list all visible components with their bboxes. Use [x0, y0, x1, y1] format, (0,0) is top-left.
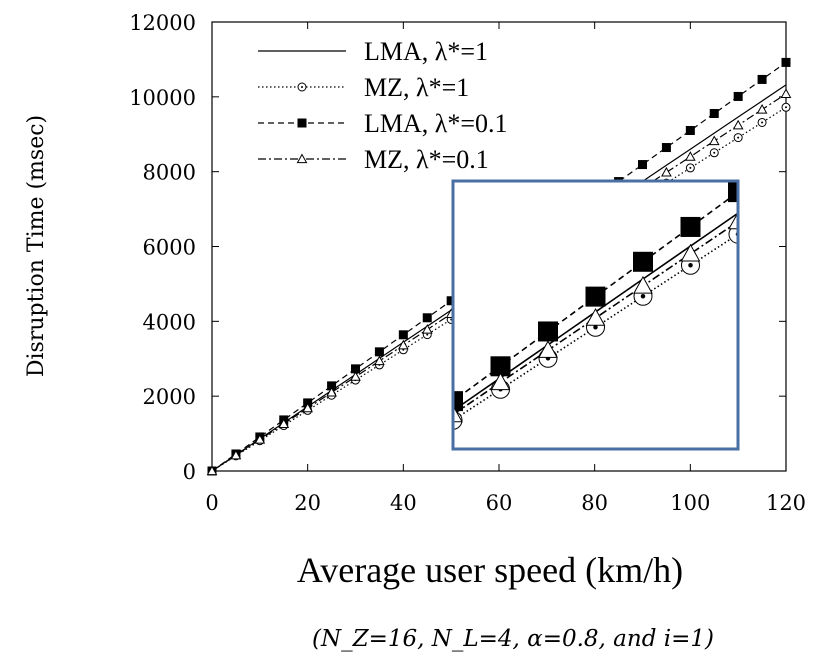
axes: 0 20 40 60 80 100 120 0 2000 4000 6000 8000 10000 120… — [129, 11, 806, 515]
x-tick-label-120: 120 — [766, 491, 806, 515]
y-tick-label-8000: 8000 — [143, 161, 196, 185]
series-2-point-45-dot — [426, 333, 429, 336]
series-4-point-30 — [350, 371, 361, 381]
chart-caption: (N_Z=16, N_L=4, α=0.8, and i=1) — [312, 626, 714, 652]
inset-series-3-point-80 — [585, 286, 606, 307]
inset-series-4 — [453, 211, 738, 423]
series-2-point-100-dot — [689, 166, 692, 169]
y-tick-label-2000: 2000 — [143, 385, 196, 409]
inset-plot — [453, 182, 738, 430]
y-tick-label-12000: 12000 — [129, 11, 196, 35]
legend-marker-3 — [297, 118, 307, 128]
series-4-point-35 — [374, 355, 385, 366]
series-2-point-110-dot — [737, 136, 740, 139]
series-3-point-25 — [327, 381, 337, 391]
series-4-point-45 — [421, 324, 433, 334]
series-2-point-105-dot — [713, 151, 716, 154]
x-tick-label-20: 20 — [294, 491, 321, 515]
y-tick-label-4000: 4000 — [143, 310, 196, 334]
inset-series-3 — [453, 182, 738, 412]
x-axis-label: Average user speed (km/h) — [297, 550, 683, 590]
series-3-point-40 — [398, 330, 408, 340]
series-4-point-40 — [397, 339, 409, 350]
series-3-point-90 — [638, 160, 647, 170]
y-tick-label-10000: 10000 — [129, 86, 196, 110]
inset-series-3-point-100 — [680, 216, 701, 237]
series-4-point-10 — [254, 434, 266, 444]
series-4-point-15 — [278, 418, 290, 428]
series-3-point-110 — [733, 91, 743, 101]
series-4-point-20 — [302, 402, 314, 413]
legend-label-4: MZ, λ*=0.1 — [364, 145, 489, 174]
series-3-point-115 — [757, 74, 767, 84]
series-3-point-50 — [446, 296, 456, 306]
legend: LMA, λ*=1 MZ, λ*=1 LMA, λ*=0.1 MZ, λ*=0.1 — [246, 34, 576, 174]
inset-border — [451, 179, 740, 451]
series-4-point-25 — [326, 386, 337, 397]
inset-series-2-point-90-dot — [640, 293, 646, 299]
series-4-point-5 — [230, 449, 242, 460]
series-4-point-120 — [780, 88, 792, 98]
inset-series-3-point-90 — [633, 251, 653, 272]
inset-series-3-point-60 — [490, 356, 511, 377]
y-tick-label-6000: 6000 — [143, 236, 196, 260]
legend-label-1: LMA, λ*=1 — [364, 37, 488, 66]
x-tick-label-40: 40 — [390, 491, 417, 515]
x-tick-label-60: 60 — [486, 491, 513, 515]
inset-series-4-point-110 — [728, 211, 738, 230]
series-4-point-105 — [708, 135, 720, 146]
series-4-point-95 — [661, 166, 672, 177]
inset-zoom — [451, 179, 740, 451]
y-axis-label: Disruption Time (msec) — [24, 115, 49, 377]
series-2-point-115-dot — [761, 121, 764, 124]
x-tick-label-0: 0 — [205, 491, 218, 515]
series-3-point-35 — [374, 347, 384, 357]
legend-marker-4 — [296, 153, 308, 164]
inset-series-4-point-50 — [453, 404, 463, 423]
series-4-point-115 — [756, 104, 768, 114]
series-3-point-30 — [351, 364, 360, 374]
series-3-point-95 — [661, 143, 671, 153]
inset-series-2-point-100-dot — [688, 262, 693, 268]
inset-series-3-point-110 — [728, 182, 738, 203]
series-4-point-0 — [206, 465, 218, 476]
series-3-point-105 — [709, 108, 719, 118]
series-2-point-120-dot — [785, 106, 787, 109]
series-3-point-120 — [781, 57, 791, 67]
y-tick-label-0: 0 — [183, 460, 196, 484]
inset-series-2-point-110 — [728, 224, 738, 244]
series-4-point-110 — [732, 119, 744, 130]
inset-series-4-point-70 — [538, 340, 558, 358]
inset-series-3-point-70 — [538, 321, 558, 342]
inset-series-3-point-50 — [453, 391, 463, 412]
inset-series-4-point-60 — [490, 372, 511, 391]
series-3-point-45 — [422, 313, 432, 323]
series-3-point-100 — [685, 126, 695, 136]
inset-series-4-point-80 — [585, 308, 606, 326]
x-tick-label-100: 100 — [670, 491, 710, 515]
inset-series-4-point-90 — [633, 275, 653, 294]
legend-label-2: MZ, λ*=1 — [364, 73, 469, 102]
inset-series-2-point-80-dot — [593, 325, 598, 330]
legend-background — [246, 34, 576, 166]
legend-marker-2-dot — [301, 86, 303, 88]
x-tick-label-80: 80 — [581, 491, 608, 515]
series-4-point-100 — [684, 151, 696, 161]
legend-label-3: LMA, λ*=0.1 — [364, 109, 508, 138]
inset-series-4-point-100 — [680, 243, 701, 262]
